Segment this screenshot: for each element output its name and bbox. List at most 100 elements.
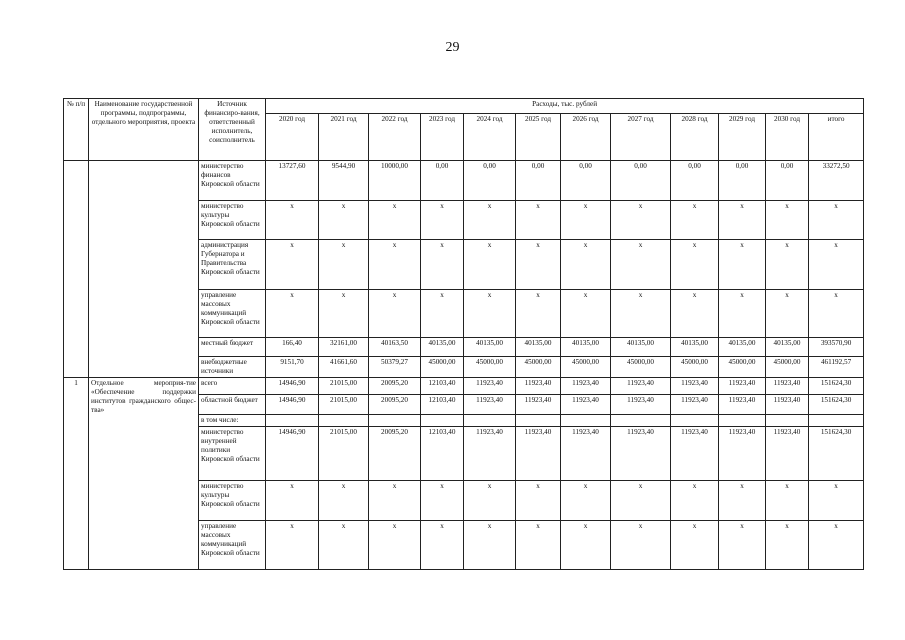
amount-cell: х (560, 520, 611, 570)
amount-cell: 40135,00 (463, 337, 516, 357)
amount-cell: х (368, 289, 421, 338)
amount-cell: х (368, 200, 421, 240)
amount-cell: х (318, 520, 369, 570)
amount-cell: х (420, 289, 464, 338)
funding-source: местный бюджет (198, 337, 266, 357)
amount-cell: х (368, 520, 421, 570)
table-row: областной бюджет 14946,90 21015,00 20095,20… (64, 394, 865, 415)
amount-cell (718, 414, 766, 427)
amount-cell: х (265, 200, 319, 240)
amount-cell: 11923,40 (463, 426, 516, 481)
amount-cell: х (765, 239, 809, 290)
amount-cell: х (718, 239, 766, 290)
amount-cell: х (515, 520, 561, 570)
amount-cell: х (670, 289, 719, 338)
funding-source: управление массовых коммуникаций Кировск… (198, 520, 266, 570)
amount-cell: х (610, 480, 671, 521)
measure-name: Отдельное мероприя-тие «Обеспечение подд… (88, 377, 199, 570)
row-number: 1 (63, 377, 89, 570)
amount-cell: х (318, 200, 369, 240)
header-year: 2021 год (318, 113, 369, 161)
header-year: 2029 год (718, 113, 766, 161)
amount-cell: х (718, 200, 766, 240)
amount-cell: 12103,40 (420, 426, 464, 481)
amount-cell: х (807, 520, 865, 570)
header-year: 2020 год (265, 113, 319, 161)
funding-source: министерство культуры Кировской области (198, 200, 266, 240)
header-num: № п/п (63, 98, 89, 161)
amount-cell: х (670, 200, 719, 240)
amount-cell: 0,00 (610, 160, 671, 201)
amount-cell: х (420, 200, 464, 240)
amount-cell (765, 414, 809, 427)
header-year: 2022 год (368, 113, 421, 161)
amount-cell: х (610, 289, 671, 338)
amount-cell: 40163,50 (368, 337, 421, 357)
amount-cell: х (515, 239, 561, 290)
amount-cell: 0,00 (765, 160, 809, 201)
amount-cell: х (463, 200, 516, 240)
amount-cell (560, 414, 611, 427)
amount-cell: 11923,40 (670, 426, 719, 481)
amount-cell: 11923,40 (515, 426, 561, 481)
amount-cell: х (420, 480, 464, 521)
amount-cell: 12103,40 (420, 394, 464, 415)
amount-cell: х (670, 520, 719, 570)
amount-cell: 11923,40 (515, 377, 561, 395)
amount-cell (420, 414, 464, 427)
amount-cell: 20095,20 (368, 426, 421, 481)
amount-cell: 45000,00 (718, 356, 766, 378)
amount-cell: 32161,00 (318, 337, 369, 357)
table-row: в том числе: (64, 414, 865, 427)
amount-cell: х (807, 200, 865, 240)
table-row: министерство финансов Кировской области 1… (63, 160, 865, 378)
table-row: внебюджетные источники 9151,70 41661,60 503… (64, 356, 865, 378)
amount-cell: х (610, 520, 671, 570)
header-year: 2025 год (515, 113, 561, 161)
amount-cell: 11923,40 (560, 394, 611, 415)
funding-source: внебюджетные источники (198, 356, 266, 378)
amount-cell: 20095,20 (368, 377, 421, 395)
header-source: Источник финансиро-вания, ответственный … (198, 98, 266, 161)
amount-cell: 9544,90 (318, 160, 369, 201)
amount-cell (265, 414, 319, 427)
amount-cell: х (718, 520, 766, 570)
amount-cell: 40135,00 (610, 337, 671, 357)
table-row: управление массовых коммуникаций Кировск… (64, 289, 865, 338)
amount-cell: х (560, 480, 611, 521)
amount-cell: х (807, 289, 865, 338)
amount-cell (318, 414, 369, 427)
funding-source: в том числе: (198, 414, 266, 427)
header-year: 2024 год (463, 113, 516, 161)
amount-cell: 50379,27 (368, 356, 421, 378)
amount-cell: х (318, 239, 369, 290)
amount-cell (368, 414, 421, 427)
amount-cell: х (420, 520, 464, 570)
amount-cell: 11923,40 (610, 377, 671, 395)
header-name: Наименование государственной программы, … (88, 98, 199, 161)
amount-cell: 33272,50 (807, 160, 865, 201)
amount-cell: 45000,00 (765, 356, 809, 378)
amount-cell: 151624,30 (807, 426, 865, 481)
amount-cell: 45000,00 (560, 356, 611, 378)
header-year: 2030 год (765, 113, 809, 161)
amount-cell: х (560, 200, 611, 240)
amount-cell: х (463, 480, 516, 521)
amount-cell: 151624,30 (807, 377, 865, 395)
amount-cell: 0,00 (420, 160, 464, 201)
amount-cell: 151624,30 (807, 394, 865, 415)
amount-cell (807, 414, 865, 427)
amount-cell: х (368, 480, 421, 521)
funding-source: управление массовых коммуникаций Кировск… (198, 289, 266, 338)
amount-cell: 14946,90 (265, 426, 319, 481)
measure-name (88, 160, 199, 378)
amount-cell: 11923,40 (718, 426, 766, 481)
amount-cell: х (718, 480, 766, 521)
amount-cell: х (560, 289, 611, 338)
amount-cell: х (318, 289, 369, 338)
amount-cell: 9151,70 (265, 356, 319, 378)
amount-cell: х (765, 520, 809, 570)
amount-cell: 40135,00 (515, 337, 561, 357)
amount-cell: 41661,60 (318, 356, 369, 378)
amount-cell (670, 414, 719, 427)
